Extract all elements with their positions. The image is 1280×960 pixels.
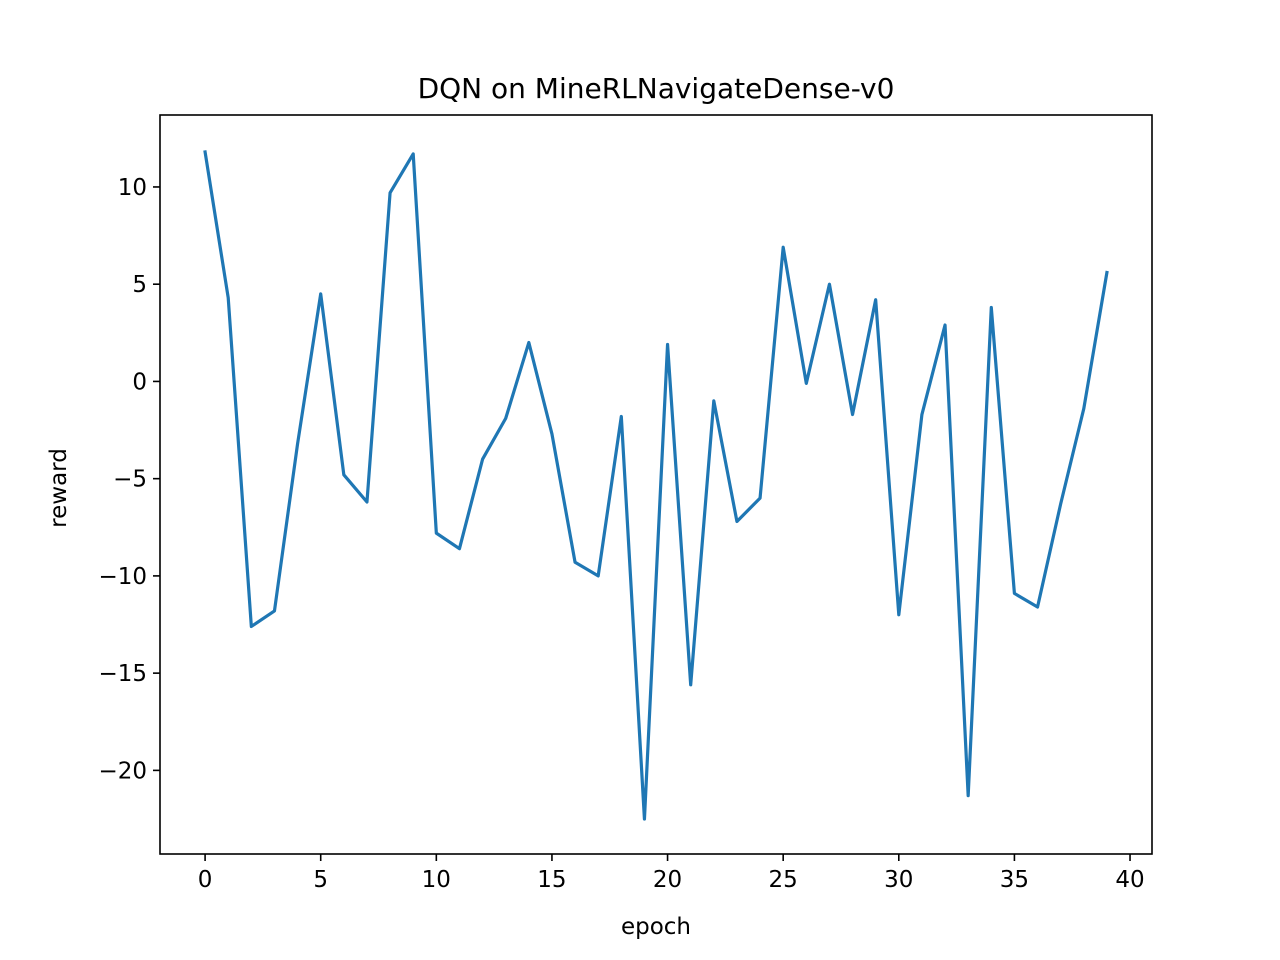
x-tick-label: 10 [422, 867, 451, 893]
chart-title: DQN on MineRLNavigateDense-v0 [418, 72, 895, 105]
x-axis-ticks: 0 5 10 15 20 25 30 35 40 [198, 854, 1145, 893]
y-tick-label: −10 [98, 564, 147, 590]
x-tick-label: 35 [1000, 867, 1029, 893]
x-tick-label: 30 [884, 867, 913, 893]
plot-area [203, 150, 1109, 821]
x-tick-label: 20 [653, 867, 682, 893]
y-tick-label: −20 [98, 758, 147, 784]
y-axis-label: reward [46, 448, 72, 528]
y-tick-label: −15 [98, 661, 147, 687]
y-tick-label: −5 [113, 467, 147, 493]
x-tick-label: 25 [769, 867, 798, 893]
x-tick-label: 5 [313, 867, 328, 893]
x-tick-label: 40 [1115, 867, 1144, 893]
x-axis-label: epoch [621, 914, 691, 940]
y-tick-label: 5 [132, 272, 147, 298]
x-tick-label: 15 [537, 867, 566, 893]
y-tick-label: 0 [132, 369, 147, 395]
series-line-0 [203, 150, 1109, 821]
x-tick-label: 0 [198, 867, 213, 893]
axes-frame [159, 114, 1153, 855]
y-tick-label: 10 [118, 175, 147, 201]
y-axis-ticks: 10 5 0 −5 −10 −15 −20 [98, 175, 160, 784]
